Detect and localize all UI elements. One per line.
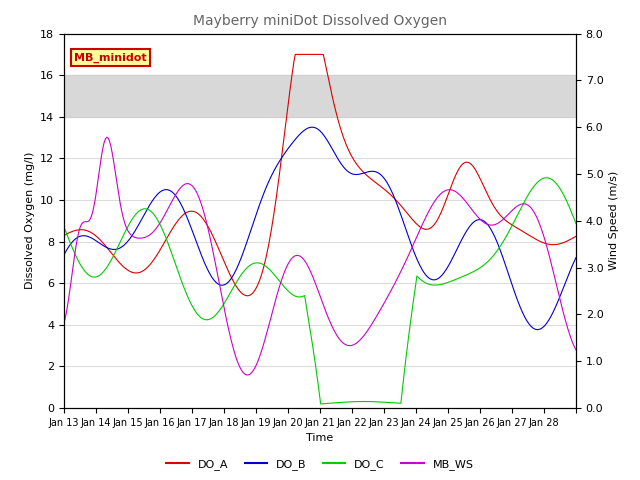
Bar [64,75,576,117]
Legend: DO_A, DO_B, DO_C, MB_WS: DO_A, DO_B, DO_C, MB_WS [162,455,478,474]
Title: Mayberry miniDot Dissolved Oxygen: Mayberry miniDot Dissolved Oxygen [193,14,447,28]
Y-axis label: Wind Speed (m/s): Wind Speed (m/s) [609,171,619,270]
X-axis label: Time: Time [307,433,333,443]
Y-axis label: Dissolved Oxygen (mg/l): Dissolved Oxygen (mg/l) [24,152,35,289]
Text: MB_minidot: MB_minidot [74,52,147,62]
